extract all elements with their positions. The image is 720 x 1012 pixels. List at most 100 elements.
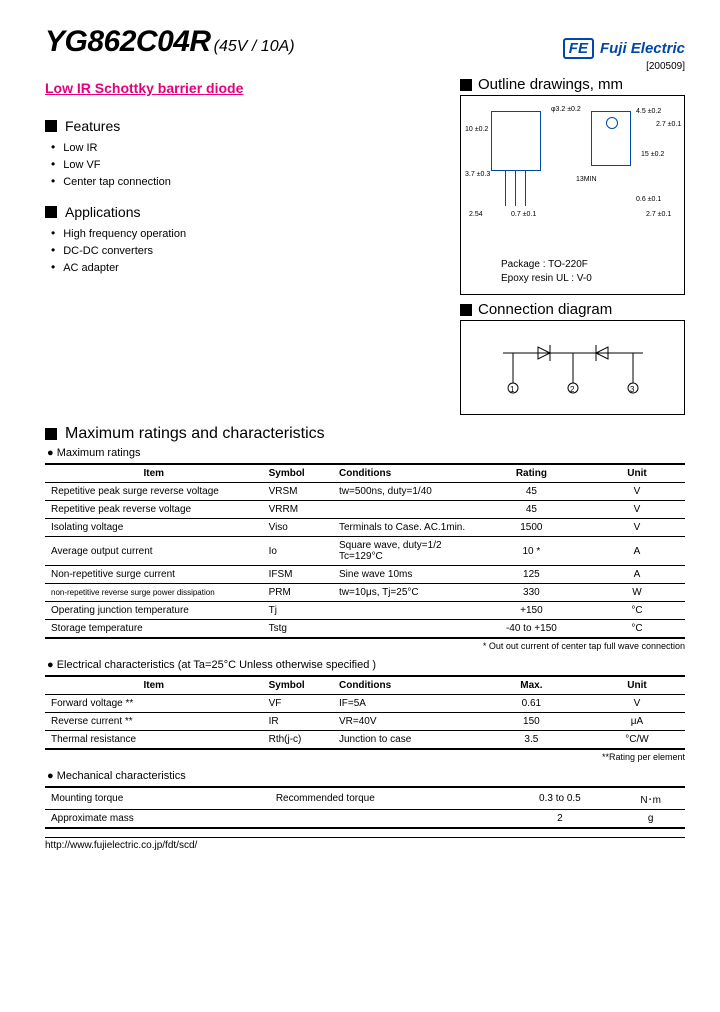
col-item: Item [45, 464, 263, 483]
elec-sub: ● Electrical characteristics (at Ta=25°C… [47, 659, 685, 671]
table-cell [333, 501, 474, 519]
package-type: Package : TO-220F [501, 258, 592, 272]
table-cell: Average output current [45, 537, 263, 566]
list-item: Low IR [51, 140, 445, 154]
list-item: High frequency operation [51, 226, 445, 240]
table-cell: μA [589, 713, 685, 731]
table-cell: A [589, 537, 685, 566]
col-rating: Rating [474, 464, 589, 483]
table-cell: Forward voltage ** [45, 695, 263, 713]
table-row: Non-repetitive surge currentIFSMSine wav… [45, 566, 685, 584]
table-cell: 125 [474, 566, 589, 584]
table-cell: Repetitive peak surge reverse voltage [45, 483, 263, 501]
mech-sub: ● Mechanical characteristics [47, 770, 685, 782]
part-number-block: YG862C04R (45V / 10A) [45, 25, 295, 59]
table-cell [245, 787, 270, 810]
table-cell: +150 [474, 602, 589, 620]
product-title: Low IR Schottky barrier diode [45, 80, 445, 96]
table-cell: V [589, 695, 685, 713]
resin-type: Epoxy resin UL : V-0 [501, 272, 592, 286]
table-row: Repetitive peak reverse voltageVRRM45V [45, 501, 685, 519]
table-cell [270, 810, 504, 829]
table-cell: IR [263, 713, 333, 731]
table-cell: tw=500ns, duty=1/40 [333, 483, 474, 501]
table-cell: VRSM [263, 483, 333, 501]
square-icon [45, 120, 57, 132]
outline-label: Outline drawings, mm [478, 76, 623, 93]
table-cell: PRM [263, 584, 333, 602]
max-ratings-label: Maximum ratings and characteristics [65, 425, 325, 443]
applications-heading: Applications [45, 204, 445, 220]
applications-list: High frequency operation DC-DC converter… [45, 226, 445, 274]
table-cell: Operating junction temperature [45, 602, 263, 620]
diode-schematic-icon: 1 2 3 [493, 333, 653, 403]
square-icon [460, 304, 472, 316]
table-cell: VF [263, 695, 333, 713]
table-cell: °C [589, 620, 685, 639]
table-cell: 0.3 to 0.5 [503, 787, 616, 810]
table-cell: Sine wave 10ms [333, 566, 474, 584]
col-symbol: Symbol [263, 676, 333, 695]
right-column: Outline drawings, mm 10 ±0.2 φ3.2 ±0.2 4… [460, 76, 685, 415]
list-item: Low VF [51, 157, 445, 171]
square-icon [45, 206, 57, 218]
table-cell: W [589, 584, 685, 602]
table-cell: Repetitive peak reverse voltage [45, 501, 263, 519]
lead-icon [505, 171, 506, 206]
table-cell: IFSM [263, 566, 333, 584]
col-conditions: Conditions [333, 464, 474, 483]
part-number: YG862C04R [45, 25, 211, 58]
table-cell [245, 810, 270, 829]
col-symbol: Symbol [263, 464, 333, 483]
elec-note: **Rating per element [45, 752, 685, 762]
table-cell: Non-repetitive surge current [45, 566, 263, 584]
table-cell: Thermal resistance [45, 731, 263, 750]
max-ratings-sub: ● Maximum ratings [47, 447, 685, 459]
table-cell: Junction to case [333, 731, 474, 750]
table-cell: VRRM [263, 501, 333, 519]
table-cell: Viso [263, 519, 333, 537]
table-row: Thermal resistanceRth(j-c)Junction to ca… [45, 731, 685, 750]
lead-icon [515, 171, 516, 206]
list-item: DC-DC converters [51, 243, 445, 257]
svg-text:3: 3 [630, 385, 635, 394]
max-ratings-table: Item Symbol Conditions Rating Unit Repet… [45, 463, 685, 639]
table-cell: 1500 [474, 519, 589, 537]
table-cell: Isolating voltage [45, 519, 263, 537]
square-icon [45, 428, 57, 440]
table-cell: VR=40V [333, 713, 474, 731]
outline-drawing: 10 ±0.2 φ3.2 ±0.2 4.5 ±0.2 2.7 ±0.1 15 ±… [460, 95, 685, 295]
table-cell: Tj [263, 602, 333, 620]
table-cell: °C/W [589, 731, 685, 750]
table-row: Isolating voltageVisoTerminals to Case. … [45, 519, 685, 537]
table-cell: V [589, 519, 685, 537]
features-heading: Features [45, 118, 445, 134]
table-cell: 150 [474, 713, 589, 731]
elec-table: Item Symbol Conditions Max. Unit Forward… [45, 675, 685, 750]
table-cell: N･m [616, 787, 685, 810]
col-max: Max. [474, 676, 589, 695]
table-cell: 330 [474, 584, 589, 602]
table-row: Reverse current **IRVR=40V150μA [45, 713, 685, 731]
mech-table: Mounting torqueRecommended torque0.3 to … [45, 786, 685, 829]
table-cell: Io [263, 537, 333, 566]
features-list: Low IR Low VF Center tap connection [45, 140, 445, 188]
table-cell: Reverse current ** [45, 713, 263, 731]
connection-heading: Connection diagram [460, 301, 685, 318]
svg-text:1: 1 [510, 385, 515, 394]
table-row: Operating junction temperatureTj +150°C [45, 602, 685, 620]
package-body-icon [491, 111, 541, 171]
square-icon [460, 79, 472, 91]
package-tab-icon [591, 111, 631, 166]
col-unit: Unit [589, 464, 685, 483]
list-item: Center tap connection [51, 174, 445, 188]
table-row: Storage temperatureTstg-40 to +150°C [45, 620, 685, 639]
applications-label: Applications [65, 204, 141, 220]
brand-block: FE Fuji Electric [563, 38, 685, 59]
table-cell: °C [589, 602, 685, 620]
table-cell: A [589, 566, 685, 584]
table-cell: Approximate mass [45, 810, 245, 829]
header: YG862C04R (45V / 10A) FE Fuji Electric [45, 25, 685, 59]
table-row: Average output currentIoSquare wave, dut… [45, 537, 685, 566]
doc-id: [200509] [45, 61, 685, 72]
